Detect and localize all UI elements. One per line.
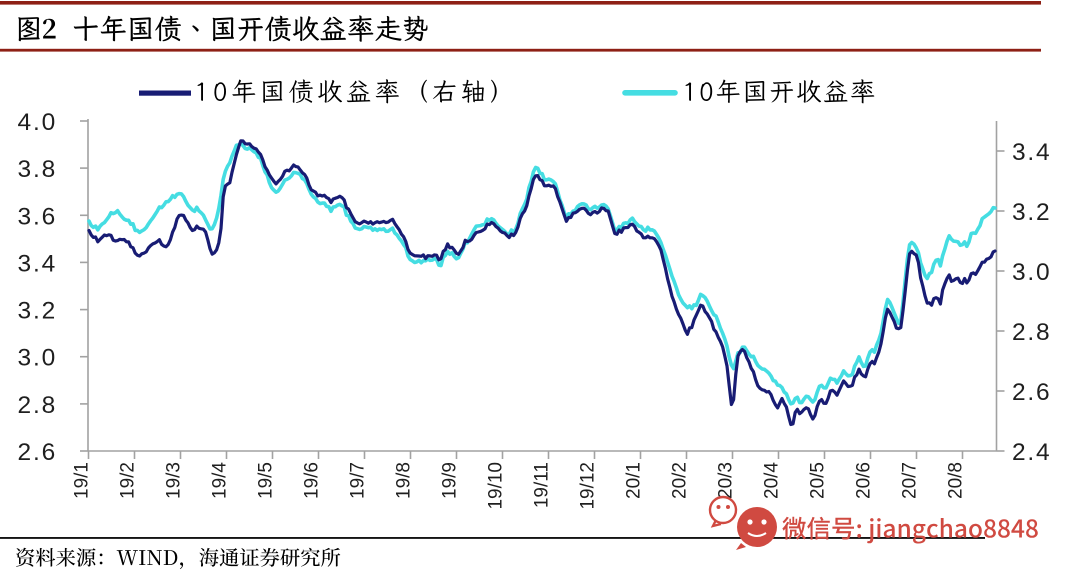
svg-text:2.8: 2.8: [1012, 319, 1051, 346]
svg-text:2.4: 2.4: [1012, 439, 1051, 466]
svg-text:3.4: 3.4: [1012, 139, 1051, 166]
svg-text:20/5: 20/5: [808, 462, 829, 499]
svg-text:19/7: 19/7: [348, 462, 369, 499]
svg-text:3.6: 3.6: [18, 203, 57, 230]
svg-text:2.6: 2.6: [1012, 379, 1051, 406]
svg-text:4.0: 4.0: [18, 109, 57, 136]
svg-text:19/5: 19/5: [256, 462, 277, 499]
svg-text:20/2: 20/2: [670, 462, 691, 499]
svg-text:20/6: 20/6: [854, 462, 875, 499]
svg-text:20/1: 20/1: [624, 462, 645, 499]
svg-text:3.4: 3.4: [18, 250, 57, 277]
svg-text:3.2: 3.2: [18, 298, 57, 325]
svg-text:19/6: 19/6: [302, 462, 323, 499]
svg-text:19/8: 19/8: [394, 462, 415, 499]
svg-text:19/9: 19/9: [440, 462, 461, 499]
svg-text:19/2: 19/2: [118, 462, 139, 499]
svg-text:19/3: 19/3: [164, 462, 185, 499]
svg-text:2.8: 2.8: [18, 392, 57, 419]
svg-text:20/4: 20/4: [762, 462, 783, 499]
svg-text:19/1: 19/1: [72, 462, 93, 499]
svg-text:19/4: 19/4: [210, 462, 231, 499]
svg-text:19/12: 19/12: [578, 462, 599, 510]
svg-text:20/3: 20/3: [716, 462, 737, 499]
svg-text:3.8: 3.8: [18, 156, 57, 183]
svg-text:20/8: 20/8: [946, 462, 967, 499]
svg-text:3.0: 3.0: [1012, 259, 1051, 286]
svg-text:2.6: 2.6: [18, 439, 57, 466]
svg-text:3.2: 3.2: [1012, 199, 1051, 226]
svg-text:19/10: 19/10: [486, 462, 507, 510]
svg-text:19/11: 19/11: [532, 462, 553, 508]
svg-text:3.0: 3.0: [18, 345, 57, 372]
svg-text:20/7: 20/7: [900, 462, 921, 499]
